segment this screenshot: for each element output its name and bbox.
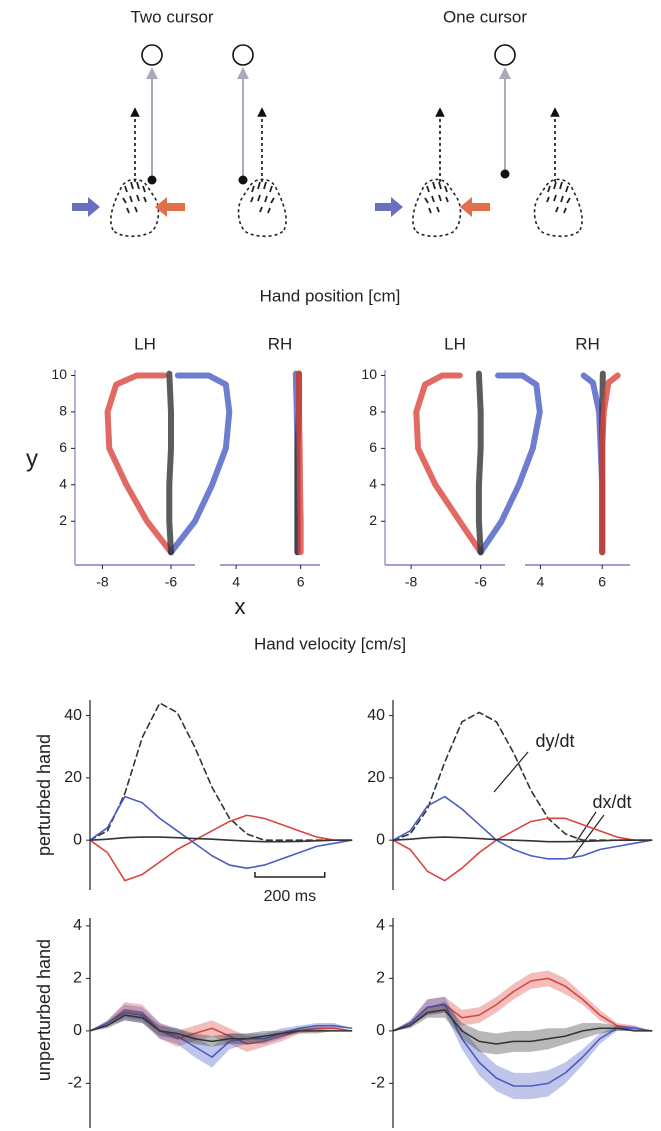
panel: LH 2 4 6 8 10 -8 -6 y x bbox=[26, 334, 246, 618]
y-tick-label: 2 bbox=[73, 970, 82, 987]
trajectory bbox=[296, 370, 304, 556]
force-arrows bbox=[72, 197, 490, 217]
velocity-line bbox=[89, 1009, 353, 1045]
diagram-title: One cursor bbox=[443, 7, 527, 26]
panel: 0 20 40 perturbed hand 200 ms bbox=[34, 700, 353, 905]
y-tick-label: -2 bbox=[68, 1075, 82, 1092]
y-tick-label: 0 bbox=[73, 1022, 82, 1039]
trajectory bbox=[104, 372, 174, 556]
velocity-line bbox=[89, 702, 353, 841]
y-tick-label: 40 bbox=[367, 707, 385, 724]
y-tick-label: 4 bbox=[73, 917, 82, 934]
scale-bar-label: 200 ms bbox=[264, 888, 316, 905]
targets bbox=[141, 44, 516, 66]
error-band bbox=[90, 1002, 352, 1052]
x-tick-label: -6 bbox=[165, 574, 178, 590]
y-tick-label: 0 bbox=[376, 831, 385, 848]
velocity-line bbox=[89, 1011, 353, 1058]
y-tick-label: 6 bbox=[369, 439, 377, 455]
panel: RH 4 6 bbox=[220, 334, 320, 590]
y-tick-label: 10 bbox=[361, 366, 377, 382]
error-band bbox=[393, 970, 652, 1031]
panel-title: LH bbox=[134, 334, 156, 353]
velocity-line bbox=[392, 817, 653, 882]
trajectory bbox=[413, 372, 484, 556]
trajectory bbox=[475, 370, 484, 556]
cursors bbox=[147, 169, 510, 185]
scale-bar bbox=[254, 872, 326, 878]
panel: -2 0 2 4 bbox=[371, 917, 653, 1128]
velocity-line bbox=[392, 1009, 653, 1045]
annotation: dx/dt bbox=[592, 792, 631, 812]
y-tick-label: 8 bbox=[369, 403, 377, 419]
section-title: Hand velocity [cm/s] bbox=[254, 634, 406, 653]
panel-title: RH bbox=[268, 334, 293, 353]
trajectory bbox=[599, 372, 621, 556]
cursor-arrows bbox=[146, 67, 511, 180]
y-tick-label: 10 bbox=[51, 366, 67, 382]
velocity-line bbox=[89, 836, 353, 843]
y-tick-label: 2 bbox=[59, 512, 67, 528]
diagram: Two cursor One cursor bbox=[72, 7, 584, 238]
y-tick-label: 40 bbox=[64, 707, 82, 724]
y-tick-label: 20 bbox=[64, 769, 82, 786]
trajectory bbox=[166, 370, 174, 556]
velocity-line bbox=[392, 836, 653, 843]
y-tick-label: -2 bbox=[371, 1075, 385, 1092]
x-tick-label: -8 bbox=[96, 574, 109, 590]
y-axis-label: perturbed hand bbox=[34, 734, 54, 856]
velocity-line bbox=[392, 795, 653, 860]
x-tick-label: 4 bbox=[232, 574, 240, 590]
x-tick-label: -8 bbox=[405, 574, 418, 590]
y-tick-label: 20 bbox=[367, 769, 385, 786]
error-band bbox=[90, 1004, 352, 1068]
x-axis-label: x bbox=[235, 594, 246, 619]
annotation-leaders bbox=[493, 751, 605, 859]
velocity-line bbox=[392, 1003, 653, 1087]
error-band bbox=[393, 996, 652, 1100]
panel-title: RH bbox=[575, 334, 600, 353]
y-tick-label: 2 bbox=[376, 970, 385, 987]
y-tick-label: 6 bbox=[59, 439, 67, 455]
annotation: dy/dt bbox=[535, 731, 574, 751]
section-title: Hand position [cm] bbox=[260, 286, 401, 305]
velocity-line bbox=[89, 814, 353, 882]
y-axis-label: y bbox=[26, 445, 38, 472]
panel: RH 4 6 bbox=[525, 334, 630, 590]
velocity-line bbox=[89, 1014, 353, 1043]
movement-arrows bbox=[130, 107, 560, 182]
y-tick-label: 0 bbox=[73, 831, 82, 848]
panel-title: LH bbox=[444, 334, 466, 353]
x-tick-label: 6 bbox=[297, 574, 305, 590]
panel: 0 20 40 dy/dt dx/dt bbox=[367, 700, 653, 890]
y-tick-label: 2 bbox=[369, 512, 377, 528]
velocity-line bbox=[392, 711, 653, 841]
x-tick-label: 4 bbox=[537, 574, 545, 590]
panel: -2 0 2 4 unperturbed hand bbox=[34, 917, 353, 1128]
diagram-title: Two cursor bbox=[130, 7, 213, 26]
y-tick-label: 0 bbox=[376, 1022, 385, 1039]
trajectory bbox=[168, 372, 233, 556]
y-tick-label: 4 bbox=[59, 476, 67, 492]
y-tick-label: 4 bbox=[376, 917, 385, 934]
y-axis-label: unperturbed hand bbox=[34, 939, 54, 1081]
panel: LH 2 4 6 8 10 -8 -6 bbox=[361, 334, 543, 590]
y-tick-label: 8 bbox=[59, 403, 67, 419]
x-tick-label: 6 bbox=[598, 574, 606, 590]
trajectory bbox=[477, 372, 543, 556]
y-tick-label: 4 bbox=[369, 476, 377, 492]
velocity-line bbox=[89, 795, 353, 869]
x-tick-label: -6 bbox=[474, 574, 487, 590]
